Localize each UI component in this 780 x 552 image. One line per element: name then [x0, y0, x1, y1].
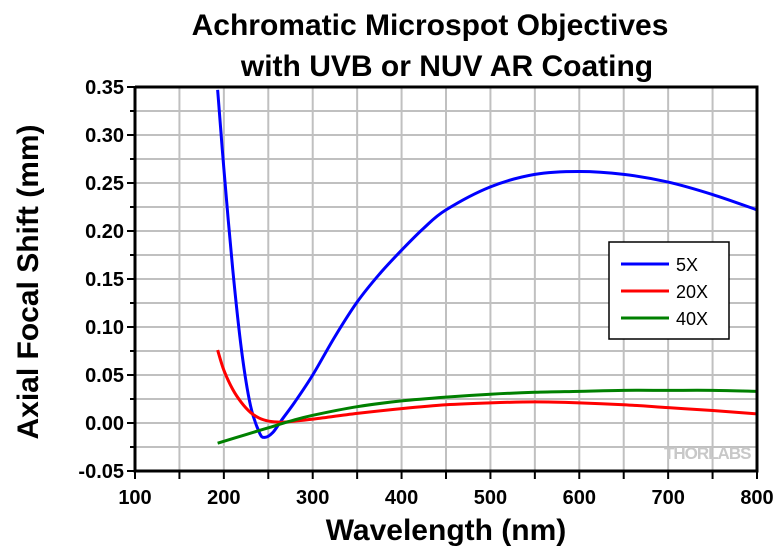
x-tick-label: 300: [296, 487, 329, 509]
y-tick-label: 0.30: [85, 125, 124, 147]
x-tick-label: 600: [563, 487, 596, 509]
y-tick-labels: -0.05 0.00 0.05 0.10 0.15 0.20 0.25 0.30 0.35: [78, 77, 124, 483]
x-tick-labels: 100 200 300 400 500 600 700 800: [118, 487, 773, 509]
y-tick-label: 0.20: [85, 221, 124, 243]
legend: 5X 20X 40X: [608, 241, 730, 340]
y-tick-label: 0.25: [85, 173, 124, 195]
chart-title-line-2: with UVB or NUV AR Coating: [240, 50, 653, 83]
axes: [127, 85, 759, 479]
legend-label-40x: 40X: [676, 309, 708, 329]
x-tick-label: 700: [651, 487, 684, 509]
y-tick-label: 0.15: [85, 269, 124, 291]
x-tick-label: 100: [118, 487, 151, 509]
y-tick-label: 0.00: [85, 413, 124, 435]
x-axis-title: Wavelength (nm): [326, 514, 567, 547]
x-tick-label: 500: [474, 487, 507, 509]
y-tick-label: -0.05: [78, 461, 124, 483]
series-line-20x: [216, 349, 757, 424]
y-tick-label: 0.35: [85, 77, 124, 99]
y-tick-label: 0.10: [85, 317, 124, 339]
series-line-5x: [216, 89, 757, 439]
series-line-40x: [217, 388, 757, 445]
x-tick-label: 200: [207, 487, 240, 509]
chart-title-line-1: Achromatic Microspot Objectives: [192, 9, 669, 42]
thorlabs-watermark: THORLABS: [664, 444, 752, 463]
x-tick-label: 400: [385, 487, 418, 509]
legend-label-5x: 5X: [676, 255, 698, 275]
y-tick-label: 0.05: [85, 365, 124, 387]
legend-label-20x: 20X: [676, 282, 708, 302]
y-axis-title: Axial Focal Shift (mm): [12, 124, 45, 439]
watermark-text: THORLABS: [664, 444, 751, 463]
series-layer: [216, 89, 757, 445]
x-tick-label: 800: [740, 487, 773, 509]
